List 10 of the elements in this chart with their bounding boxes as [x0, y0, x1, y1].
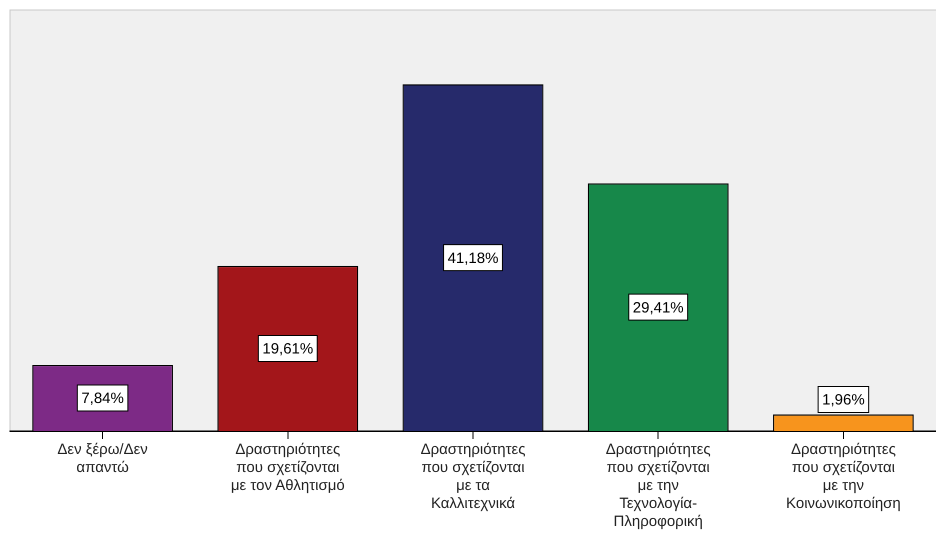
x-tick-label: Δραστηριότητες που σχετίζονται με τα Καλλιτεχνικά: [420, 441, 526, 512]
x-tick-label: Δραστηριότητες που σχετίζονται με τον Αθλητισμό: [230, 441, 345, 494]
data-label: 41,18%: [448, 250, 498, 267]
x-tick-label: Δραστηριότητες που σχετίζονται με την Κοινωνικοποίηση: [786, 441, 901, 512]
x-tick-label: Δραστηριότητες που σχετίζονται με την Τεχνολογία-Πληροφορική: [606, 441, 711, 530]
data-label: 19,61%: [262, 340, 314, 358]
data-label: 1,96%: [822, 392, 865, 409]
data-label: 29,41%: [632, 299, 684, 316]
data-label: 7,84%: [81, 390, 124, 408]
x-tick-label: Δεν ξέρω/Δεν απαντώ: [57, 441, 148, 476]
